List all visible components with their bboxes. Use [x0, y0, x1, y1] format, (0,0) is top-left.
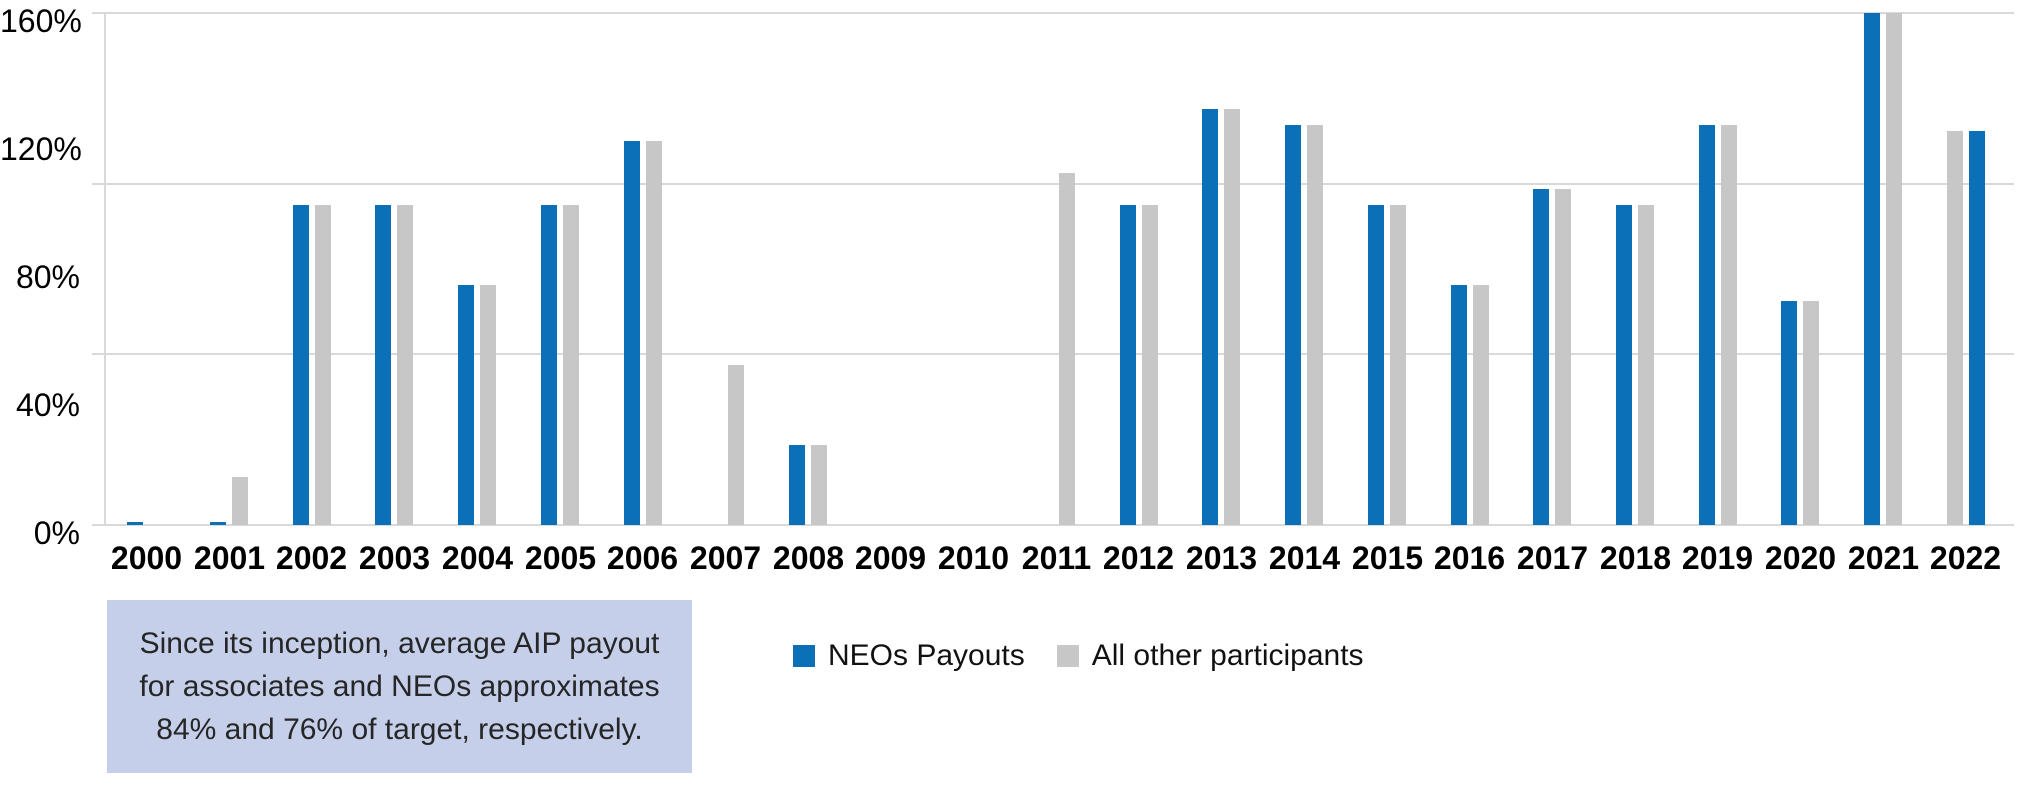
bar-neos-2012 — [1120, 205, 1136, 525]
x-tick-label: 2021 — [1847, 540, 1920, 576]
annotation-line-1: Since its inception, average AIP payout — [139, 627, 660, 660]
bar-others-2014 — [1307, 125, 1323, 525]
bar-others-2011 — [1059, 173, 1075, 525]
x-tick-label: 2017 — [1516, 540, 1589, 576]
gridline — [92, 353, 2014, 355]
bar-neos-2021 — [1864, 13, 1880, 525]
bar-neos-2008 — [789, 445, 805, 525]
annotation-box: Since its inception, average AIP payout … — [107, 600, 692, 773]
legend-label: All other participants — [1091, 639, 1364, 672]
y-tick-label: 0% — [33, 515, 80, 551]
bar-neos-2022 — [1969, 131, 1985, 525]
bar-neos-2016 — [1451, 285, 1467, 525]
bar-others-2003 — [397, 205, 413, 525]
bar-neos-2006 — [624, 141, 640, 525]
bar-neos-2005 — [541, 205, 557, 525]
x-tick-label: 2005 — [524, 540, 597, 576]
x-tick-label: 2009 — [854, 540, 927, 576]
x-tick-label: 2006 — [606, 540, 679, 576]
bar-others-2002 — [315, 205, 331, 525]
x-tick-label: 2010 — [937, 540, 1010, 576]
x-tick-label: 2013 — [1185, 540, 1258, 576]
bar-neos-2013 — [1202, 109, 1218, 525]
x-tick-label: 2008 — [772, 540, 845, 576]
bar-others-2018 — [1638, 205, 1654, 525]
bar-others-2001 — [232, 477, 248, 525]
bar-others-2017 — [1555, 189, 1571, 525]
bar-neos-2001 — [210, 522, 226, 525]
bar-others-2020 — [1803, 301, 1819, 525]
bar-others-2008 — [811, 445, 827, 525]
x-tick-label: 2022 — [1929, 540, 2002, 576]
x-tick-label: 2007 — [689, 540, 762, 576]
annotation-line-2: for associates and NEOs approximates — [139, 670, 660, 703]
x-tick-label: 2000 — [110, 540, 183, 576]
gridline — [92, 12, 2014, 14]
x-tick-label: 2016 — [1433, 540, 1506, 576]
chart-legend: NEOs Payouts All other participants — [793, 639, 1364, 673]
bar-others-2013 — [1224, 109, 1240, 525]
bar-others-2015 — [1390, 205, 1406, 525]
bar-neos-2015 — [1368, 205, 1384, 525]
bar-others-2012 — [1142, 205, 1158, 525]
x-tick-label: 2014 — [1268, 540, 1341, 576]
y-tick-label: 120% — [0, 131, 82, 167]
bar-neos-2014 — [1285, 125, 1301, 525]
bar-others-2022 — [1947, 131, 1963, 525]
bar-neos-2000 — [127, 522, 143, 525]
bar-neos-2002 — [293, 205, 309, 525]
bar-neos-2017 — [1533, 189, 1549, 525]
bar-others-2019 — [1721, 125, 1737, 525]
legend-item-neos-payouts: NEOs Payouts — [793, 639, 1025, 673]
bar-neos-2004 — [458, 285, 474, 525]
annotation-line-3: 84% and 76% of target, respectively. — [156, 713, 643, 746]
bar-others-2021 — [1886, 13, 1902, 525]
y-axis-line — [104, 13, 106, 525]
x-tick-label: 2002 — [275, 540, 348, 576]
x-tick-label: 2012 — [1102, 540, 1175, 576]
bar-others-2005 — [563, 205, 579, 525]
legend-item-all-other-participants: All other participants — [1056, 639, 1364, 673]
y-tick-label: 160% — [0, 3, 82, 39]
bar-neos-2020 — [1781, 301, 1797, 525]
x-tick-label: 2018 — [1599, 540, 1672, 576]
gridline — [92, 183, 2014, 185]
x-tick-label: 2020 — [1764, 540, 1837, 576]
y-tick-label: 40% — [15, 387, 80, 423]
legend-swatch-icon — [1056, 645, 1079, 667]
x-axis-line — [92, 524, 2014, 526]
legend-label: NEOs Payouts — [828, 639, 1025, 672]
bar-others-2004 — [480, 285, 496, 525]
x-tick-label: 2019 — [1681, 540, 1754, 576]
y-tick-label: 80% — [15, 259, 80, 295]
x-tick-label: 2015 — [1351, 540, 1424, 576]
bar-neos-2018 — [1616, 205, 1632, 525]
bar-others-2016 — [1473, 285, 1489, 525]
bar-others-2006 — [646, 141, 662, 525]
x-tick-label: 2004 — [441, 540, 514, 576]
bar-neos-2003 — [375, 205, 391, 525]
x-tick-label: 2001 — [193, 540, 266, 576]
legend-swatch-icon — [793, 645, 815, 667]
bar-others-2007 — [728, 365, 744, 525]
x-tick-label: 2003 — [358, 540, 431, 576]
x-tick-label: 2011 — [1021, 540, 1092, 576]
bar-neos-2019 — [1699, 125, 1715, 525]
